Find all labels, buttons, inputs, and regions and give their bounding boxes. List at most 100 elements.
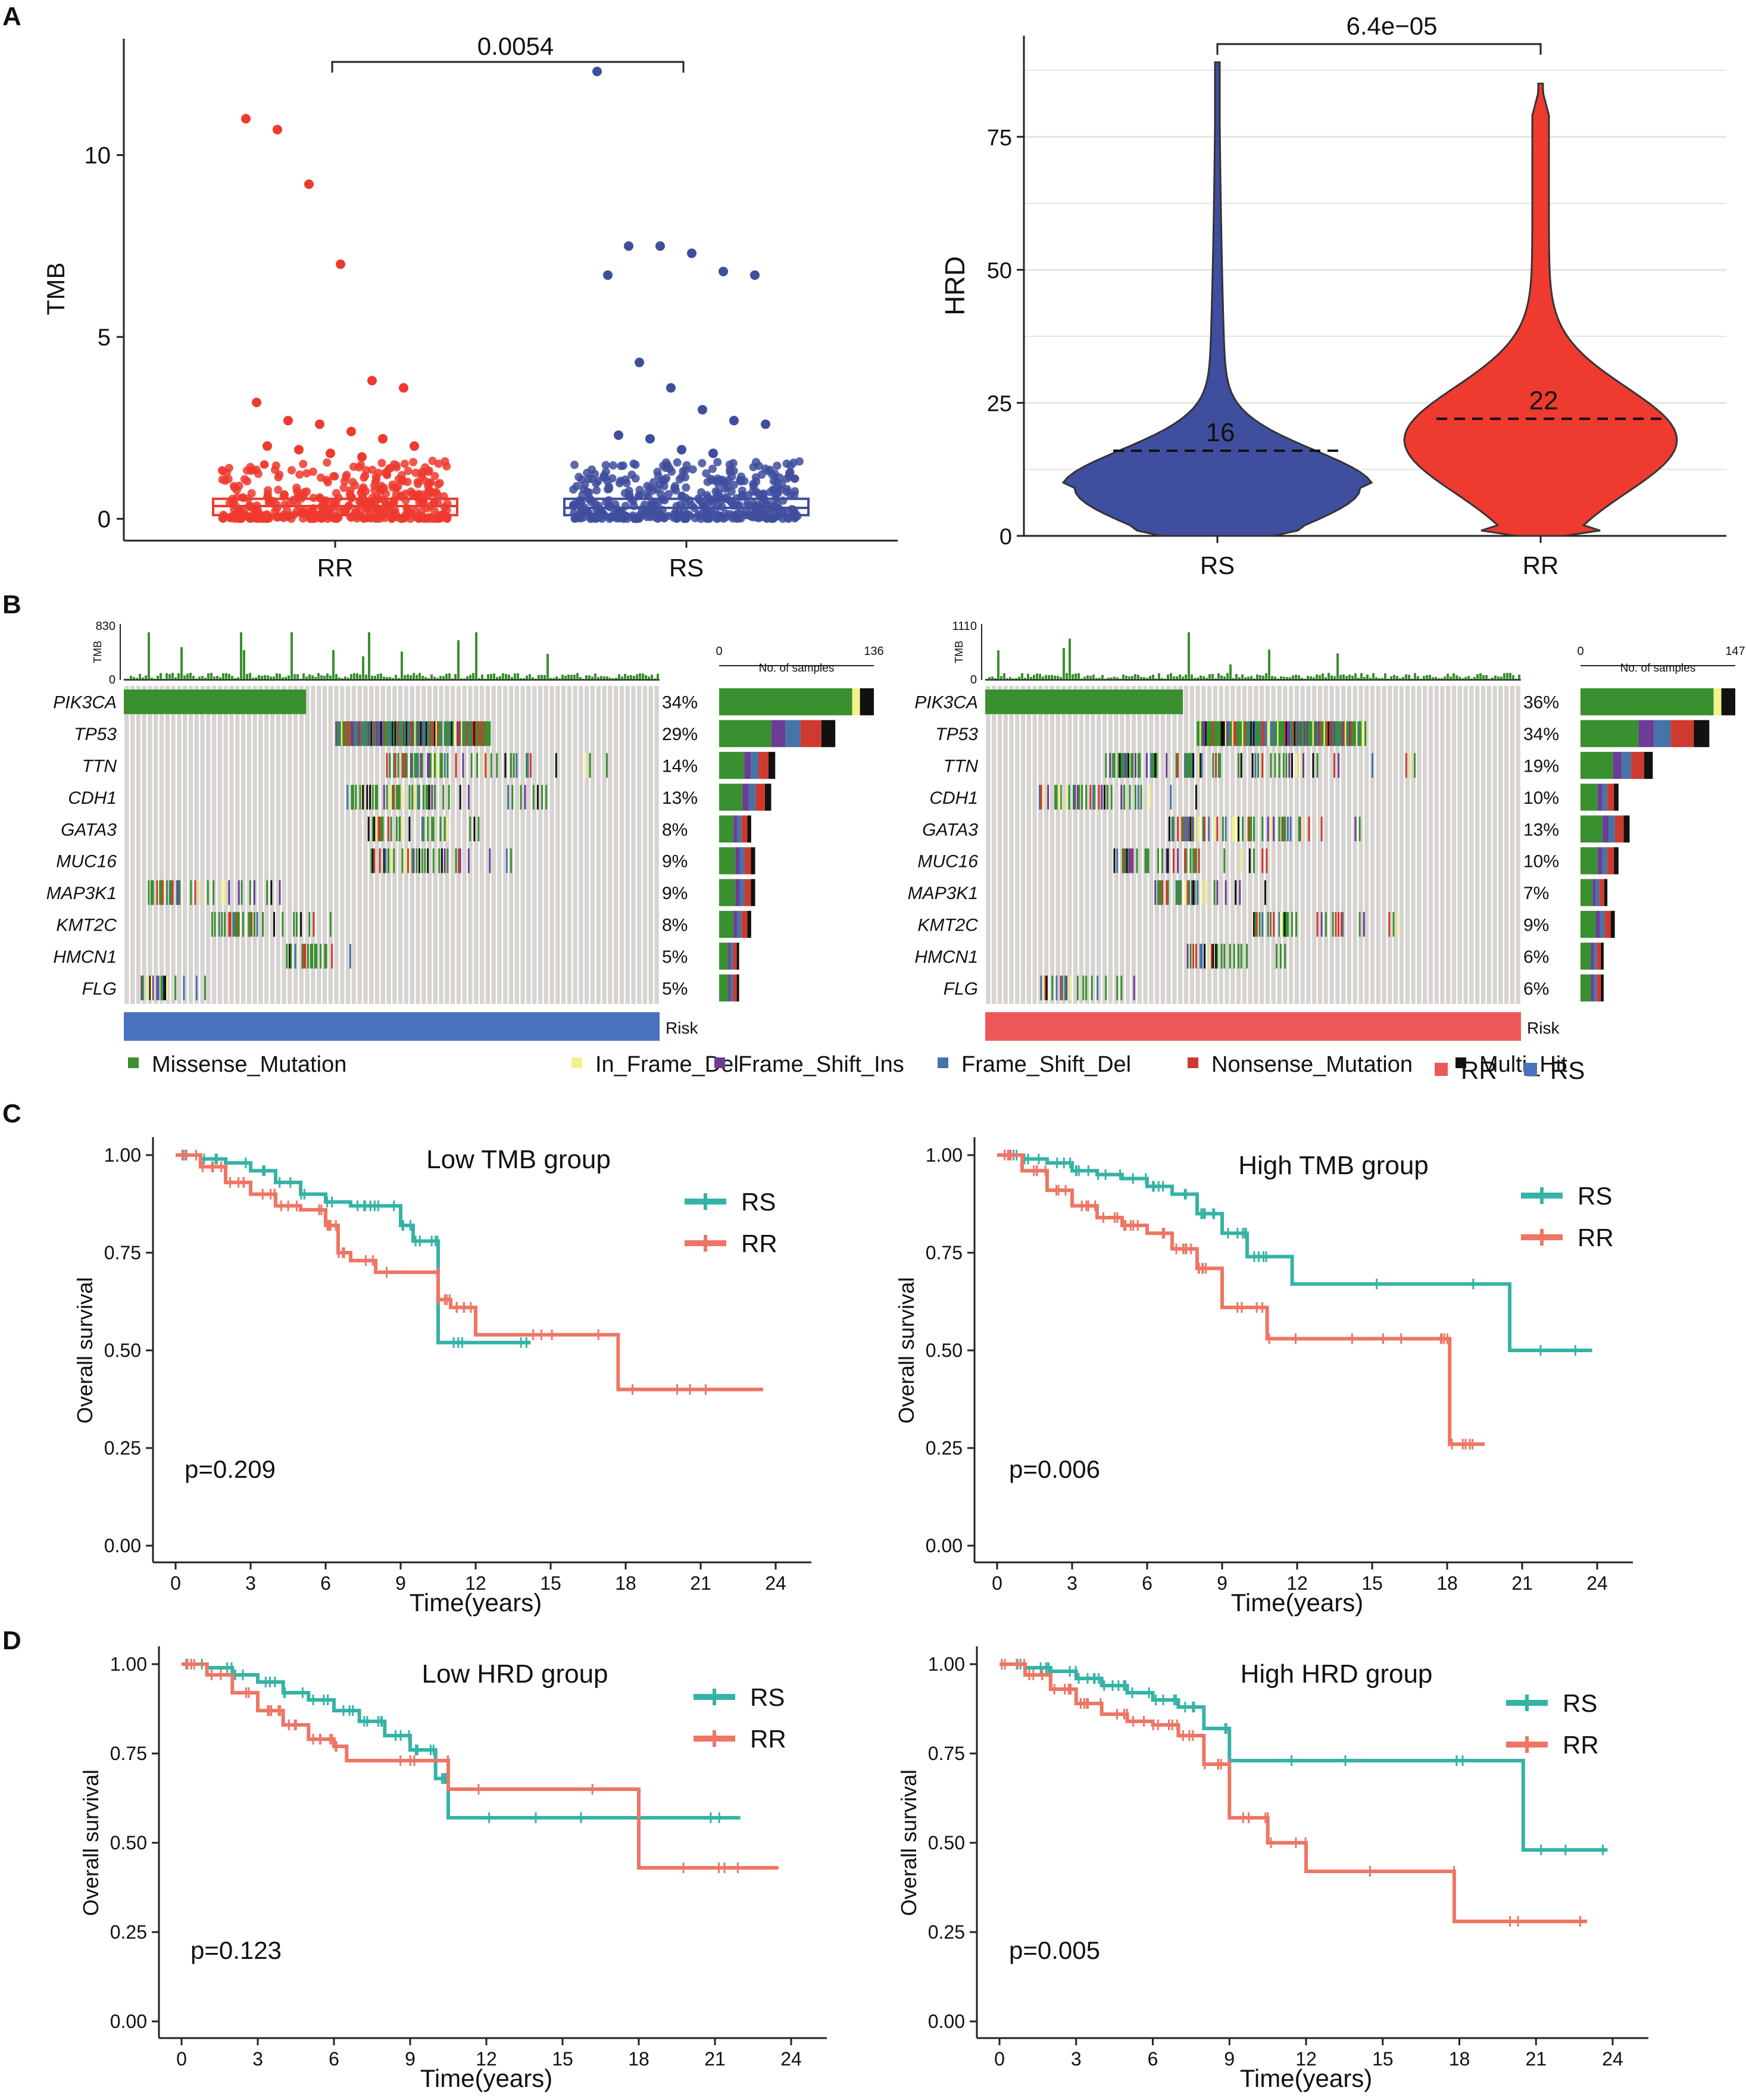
km-y-tick-label: 0.50	[104, 1340, 141, 1361]
mutation-cell	[325, 944, 327, 969]
tmb-bar	[160, 673, 162, 680]
mutation-cell	[164, 975, 167, 1000]
tmb-bar	[997, 650, 1000, 680]
gene-bar-segment	[1591, 974, 1594, 1001]
mutation-cell	[270, 689, 273, 714]
mutation-cell	[1237, 816, 1239, 841]
mutation-cell	[1353, 721, 1355, 746]
mutation-cell	[170, 880, 173, 905]
mutation-cell	[286, 689, 288, 714]
km-x-tick-label: 24	[780, 2048, 802, 2070]
mutation-cell	[295, 912, 298, 937]
mutation-cell	[989, 689, 992, 714]
mutation-cell	[240, 689, 243, 714]
gene-bar-segment	[1601, 943, 1604, 970]
mutation-cell	[1178, 880, 1180, 905]
mutation-cell	[389, 753, 391, 778]
mutation-cell	[432, 848, 435, 873]
tmb-bar	[1036, 673, 1038, 680]
tmb-bar	[994, 678, 997, 680]
km-y-tick-label: 0.25	[110, 1921, 147, 1943]
mutation-cell	[441, 848, 443, 873]
mutation-cell	[349, 721, 351, 746]
gene-percent-label: 13%	[662, 788, 698, 808]
mutation-cell	[1182, 816, 1185, 841]
mutation-cell	[387, 848, 389, 873]
tmb-bar	[371, 675, 373, 680]
tmb-bar	[130, 675, 132, 680]
mutation-cell	[1181, 689, 1183, 714]
mutation-cell	[439, 753, 442, 778]
mutation-cell	[362, 721, 364, 746]
legend-swatch	[128, 1057, 139, 1068]
mutation-cell	[1213, 721, 1216, 746]
mutation-cell	[489, 721, 491, 746]
mutation-cell	[202, 689, 205, 714]
tmb-bar	[639, 673, 641, 680]
tmb-jitter-point	[224, 463, 233, 472]
tmb-bar	[618, 674, 620, 680]
mutation-cell	[224, 912, 226, 937]
mutation-cell	[1130, 689, 1132, 714]
mutation-cell	[128, 689, 130, 714]
mutation-cell	[126, 689, 129, 714]
mutation-cell	[1298, 721, 1300, 746]
mutation-cell	[1140, 785, 1142, 810]
mutation-cell	[1343, 721, 1345, 746]
tmb-bar	[478, 678, 480, 680]
tmb-jitter-point	[230, 483, 239, 492]
tmb-bar	[1051, 675, 1053, 680]
tmb-jitter-point	[754, 489, 763, 498]
hrd-y-tick-label: 75	[987, 126, 1012, 151]
mutation-cell	[1141, 689, 1144, 714]
mutation-cell	[183, 975, 185, 1000]
tmb-bar	[1470, 678, 1473, 680]
mutation-cell	[1044, 689, 1047, 714]
mutation-cell	[366, 721, 368, 746]
mutation-cell	[235, 912, 238, 937]
tmb-jitter-point	[322, 476, 331, 485]
gene-bar-segment	[1613, 751, 1622, 779]
tmb-jitter-point	[729, 466, 738, 475]
mutation-cell	[279, 880, 281, 905]
gene-percent-label: 14%	[662, 757, 698, 776]
tmb-bar	[1354, 673, 1357, 680]
tmb-bar	[359, 675, 361, 680]
mutation-cell	[1173, 848, 1175, 873]
tmb-bar	[1217, 673, 1220, 680]
tmb-jitter-point	[698, 458, 707, 467]
gene-bar-segment	[755, 784, 765, 811]
tmb-bar	[567, 674, 570, 680]
mutation-cell	[1248, 848, 1251, 873]
gene-label: CDH1	[68, 788, 117, 808]
mutation-cell	[174, 689, 177, 714]
mutation-cell	[1288, 721, 1291, 746]
tmb-jitter-point	[349, 462, 358, 471]
mutation-cell	[418, 785, 420, 810]
tmb-bar	[335, 673, 338, 680]
mutation-cell	[1127, 848, 1130, 873]
tmb-jitter-point	[430, 514, 439, 523]
mutation-cell	[1044, 975, 1047, 1000]
tmb-bar	[481, 674, 483, 680]
tmb-bar	[1202, 676, 1205, 680]
mutation-cell	[410, 721, 412, 746]
tmb-outlier-point	[357, 452, 367, 462]
mutation-cell	[1076, 975, 1079, 1000]
mutation-cell	[1204, 816, 1206, 841]
mutation-cell	[324, 944, 326, 969]
tmb-outlier-point	[263, 441, 272, 451]
mutation-cell	[1041, 689, 1044, 714]
mutation-cell	[1133, 689, 1135, 714]
mutation-cell	[1110, 785, 1113, 810]
mutation-cell	[1081, 785, 1083, 810]
mutation-cell	[313, 912, 315, 937]
mutation-cell	[354, 721, 356, 746]
mutation-cell	[224, 880, 226, 905]
tmb-jitter-point	[348, 478, 357, 486]
tmb-outlier-point	[304, 179, 314, 189]
mutation-cell	[259, 689, 261, 714]
mutation-cell	[1212, 944, 1214, 969]
tmb-min-label: 0	[970, 673, 977, 687]
mutation-cell	[1308, 816, 1310, 841]
